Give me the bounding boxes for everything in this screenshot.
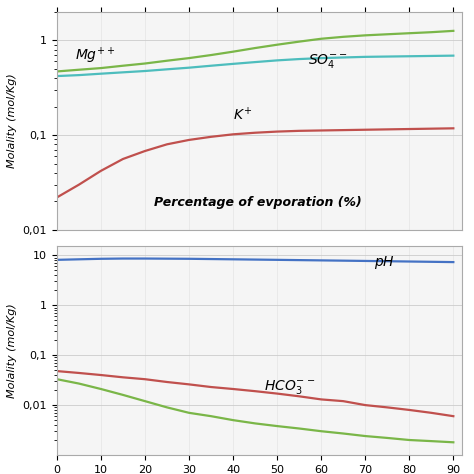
Text: $Mg^{++}$: $Mg^{++}$ — [74, 46, 115, 66]
Text: $HCO_3^{--}$: $HCO_3^{--}$ — [264, 378, 315, 396]
Text: $pH$: $pH$ — [374, 254, 395, 271]
Text: $K^{+}$: $K^{+}$ — [233, 106, 252, 123]
Y-axis label: Molality (mol/Kg): Molality (mol/Kg) — [7, 73, 17, 168]
Text: Percentage of evporation (%): Percentage of evporation (%) — [154, 196, 362, 209]
Text: $SO_4^{--}$: $SO_4^{--}$ — [308, 52, 348, 70]
Y-axis label: Molality (mol/Kg): Molality (mol/Kg) — [7, 303, 17, 398]
